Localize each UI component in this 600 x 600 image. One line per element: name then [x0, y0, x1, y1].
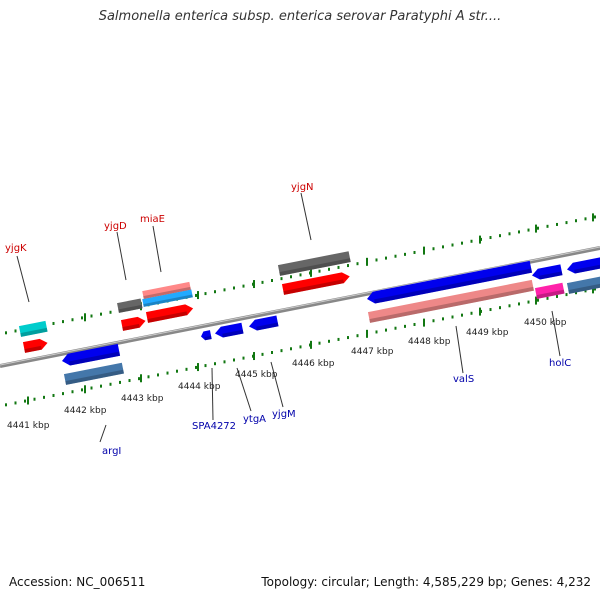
- gene-feature-4: [145, 304, 194, 323]
- gene-label-yjgn: yjgN: [291, 182, 314, 193]
- scale-label: 4450 kbp: [524, 318, 567, 328]
- gene-feature-2: [18, 320, 48, 337]
- gene-feature-6: [142, 289, 193, 307]
- accession-text: Accession: NC_006511: [9, 575, 146, 589]
- scale-label: 4446 kbp: [292, 359, 335, 369]
- scale-label: 4442 kbp: [64, 406, 107, 416]
- callout-line: [455, 325, 464, 374]
- genome-summary-text: Topology: circular; Length: 4,585,229 bp…: [261, 575, 591, 589]
- gene-label-yjgk: yjgK: [5, 243, 27, 254]
- gene-label-vals: valS: [453, 374, 474, 385]
- gene-feature-12: [201, 330, 212, 341]
- gene-feature-20: [566, 275, 600, 294]
- gene-feature-3: [120, 316, 146, 331]
- gene-feature-10: [62, 343, 121, 366]
- tick-layer: [5, 213, 596, 407]
- scale-label: 4445 kbp: [235, 370, 278, 380]
- gene-feature-18: [532, 264, 563, 280]
- gene-label-holc: holC: [549, 358, 571, 369]
- callout-line: [236, 367, 252, 412]
- gene-feature-14: [249, 315, 279, 331]
- feature-layer: [18, 251, 600, 385]
- gene-label-ytga: ytgA: [243, 414, 266, 425]
- backbone-highlight: [0, 246, 600, 366]
- gene-feature-9: [277, 251, 351, 276]
- gene-feature-15: [367, 260, 533, 304]
- gene-feature-7: [142, 281, 191, 299]
- label-layer: 4441 kbp 4442 kbp 4443 kbp 4444 kbp 4445 kbp…: [5, 182, 571, 457]
- gene-feature-17: [534, 282, 565, 299]
- scale-label: 4448 kbp: [408, 337, 451, 347]
- gene-feature-19: [567, 256, 600, 274]
- scale-label: 4444 kbp: [178, 382, 221, 392]
- callout-line: [116, 231, 127, 281]
- gene-feature-13: [215, 322, 244, 338]
- callout-line: [16, 255, 30, 303]
- gene-label-argi: argI: [102, 446, 121, 457]
- gene-feature-16: [367, 279, 534, 323]
- callout-line: [270, 361, 284, 408]
- gene-feature-11: [63, 362, 124, 385]
- scale-label: 4447 kbp: [351, 347, 394, 357]
- scale-label: 4441 kbp: [7, 421, 50, 431]
- gene-feature-1: [22, 338, 48, 353]
- gene-feature-8: [281, 272, 350, 295]
- gene-label-miae: miaE: [140, 214, 165, 225]
- callout-layer: [16, 192, 561, 443]
- scale-label: 4449 kbp: [466, 328, 509, 338]
- callout-line: [152, 225, 162, 273]
- gene-feature-5: [117, 298, 143, 313]
- organism-title: Salmonella enterica subsp. enterica sero…: [98, 9, 502, 24]
- gene-label-yjgm: yjgM: [272, 409, 296, 420]
- gene-label-yjgd: yjgD: [104, 221, 127, 232]
- gene-label-spa4272: SPA4272: [192, 421, 236, 432]
- callout-line: [300, 192, 312, 241]
- scale-label: 4443 kbp: [121, 394, 164, 404]
- callout-line: [99, 424, 107, 443]
- callout-line: [211, 367, 214, 421]
- callout-line: [551, 310, 561, 357]
